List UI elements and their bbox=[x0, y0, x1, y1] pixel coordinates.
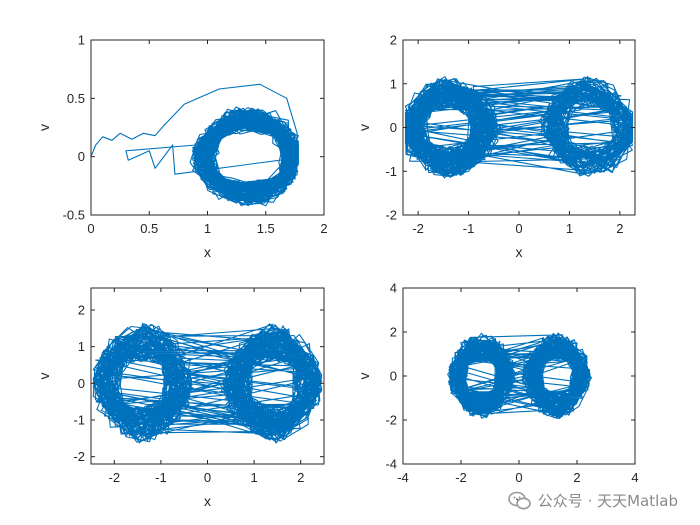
x-tick-label: 0 bbox=[515, 221, 522, 236]
y-tick-label: -2 bbox=[385, 413, 397, 428]
y-axis-label: v bbox=[36, 124, 52, 131]
x-tick-label: 2 bbox=[297, 470, 304, 485]
y-tick-label: 1 bbox=[78, 33, 85, 48]
subplot-2: -2 -1 0 1 2 -2 -1 0 1 2 x v bbox=[356, 33, 636, 260]
wechat-icon bbox=[507, 491, 531, 509]
x-axis-label: x bbox=[516, 244, 523, 260]
x-tick-label: -4 bbox=[397, 470, 409, 485]
x-tick-label: -2 bbox=[455, 470, 467, 485]
x-tick-label: -1 bbox=[155, 470, 167, 485]
y-tick-label: 0 bbox=[78, 376, 85, 391]
axes-frame bbox=[402, 287, 636, 465]
y-tick-label: 2 bbox=[78, 303, 85, 318]
trajectory-series bbox=[92, 322, 323, 444]
x-tick-label: 0.5 bbox=[140, 221, 158, 236]
x-tick-label: -1 bbox=[463, 221, 475, 236]
y-tick-label: -1 bbox=[385, 164, 397, 179]
y-tick-label: -1 bbox=[73, 413, 85, 428]
y-tick-label: -2 bbox=[385, 208, 397, 223]
y-tick-label: -2 bbox=[73, 449, 85, 464]
x-tick-label: 1.5 bbox=[257, 221, 275, 236]
x-tick-label: 4 bbox=[631, 470, 638, 485]
y-tick-label: 0 bbox=[390, 369, 397, 384]
x-tick-label: -2 bbox=[109, 470, 121, 485]
trajectory-series bbox=[447, 332, 592, 420]
x-axis-label: x bbox=[204, 244, 211, 260]
x-axis-label: x bbox=[204, 493, 211, 509]
y-tick-label: 0 bbox=[390, 120, 397, 135]
x-tick-label: 0 bbox=[204, 470, 211, 485]
y-tick-label: 2 bbox=[390, 325, 397, 340]
x-tick-label: 1 bbox=[566, 221, 573, 236]
y-tick-label: 4 bbox=[390, 281, 397, 296]
x-tick-label: 2 bbox=[573, 470, 580, 485]
x-tick-label: 1 bbox=[250, 470, 257, 485]
x-tick-label: 1 bbox=[204, 221, 211, 236]
watermark: 公众号 · 天天Matlab bbox=[507, 490, 678, 511]
y-axis-label: v bbox=[356, 373, 372, 380]
y-tick-label: -0.5 bbox=[63, 208, 85, 223]
y-axis-label: v bbox=[36, 373, 52, 380]
trajectory-series bbox=[91, 83, 299, 207]
subplot-3: -2 -1 0 1 2 -2 -1 0 1 2 x v bbox=[36, 287, 325, 509]
y-tick-label: 0.5 bbox=[67, 91, 85, 106]
y-tick-label: -4 bbox=[385, 457, 397, 472]
x-tick-label: 2 bbox=[616, 221, 623, 236]
x-tick-label: 0 bbox=[515, 470, 522, 485]
y-axis-label: v bbox=[356, 124, 372, 131]
x-tick-label: -2 bbox=[412, 221, 424, 236]
watermark-text: 公众号 · 天天Matlab bbox=[537, 492, 678, 510]
y-tick-label: 1 bbox=[78, 339, 85, 354]
x-tick-label: 2 bbox=[320, 221, 327, 236]
trajectory-series bbox=[404, 76, 634, 179]
x-tick-label: 0 bbox=[87, 221, 94, 236]
y-tick-label: 1 bbox=[390, 76, 397, 91]
y-tick-label: 2 bbox=[390, 33, 397, 48]
y-tick-label: 0 bbox=[78, 149, 85, 164]
